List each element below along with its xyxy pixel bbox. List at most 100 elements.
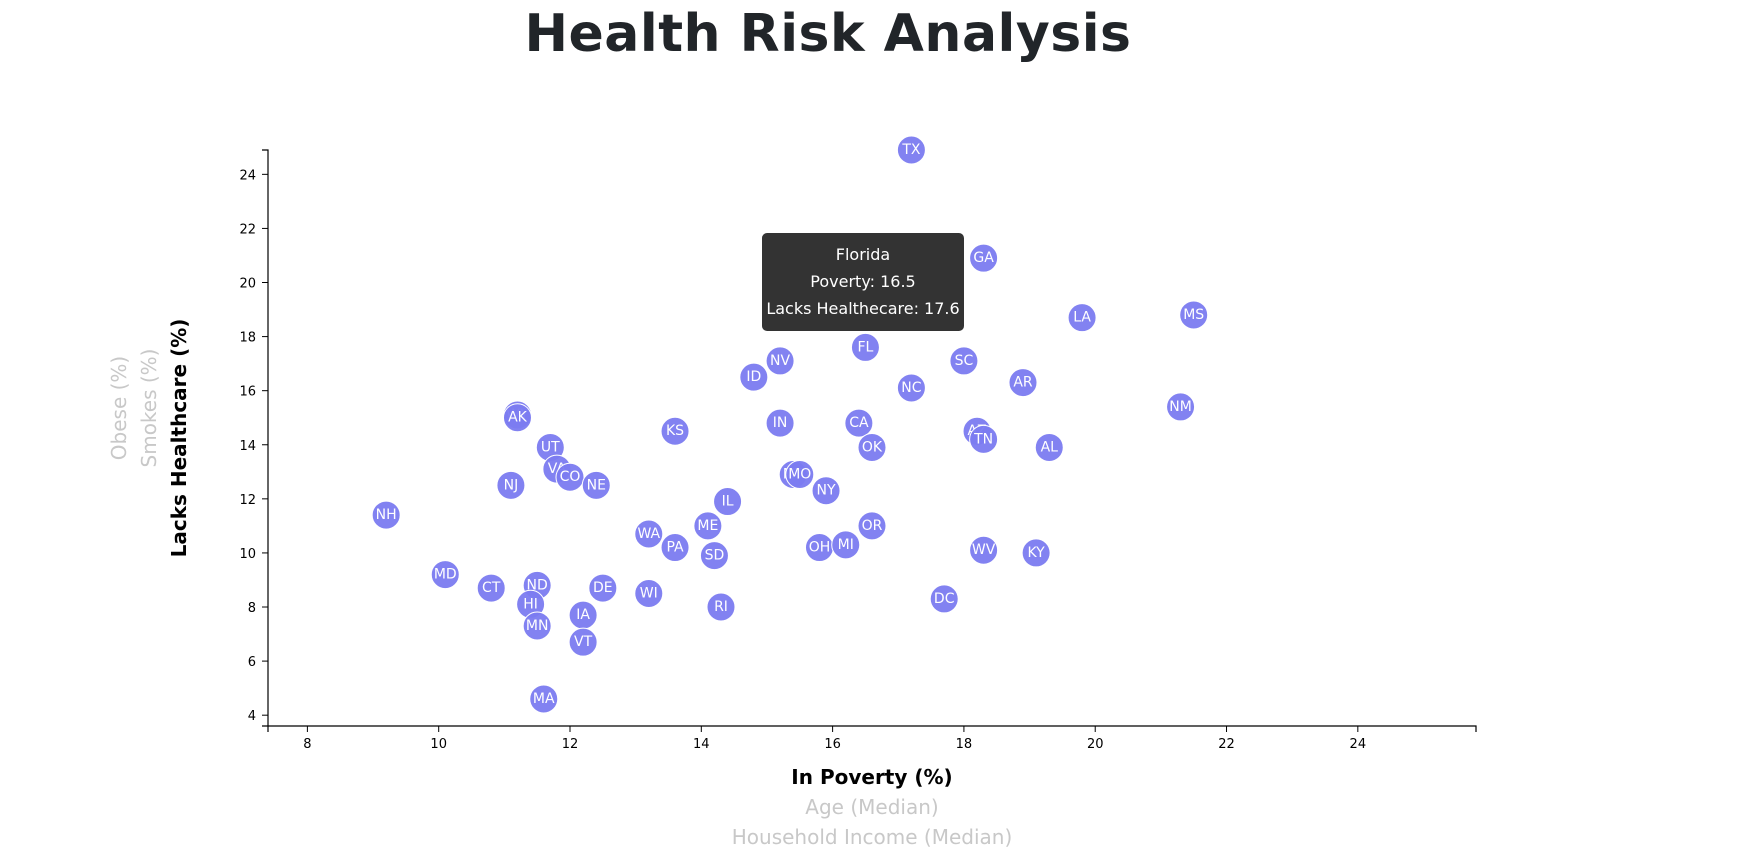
state-point-ne[interactable]: NE <box>581 470 611 500</box>
state-point-nv[interactable]: NV <box>765 346 795 376</box>
state-marker[interactable] <box>529 684 559 714</box>
state-point-ak[interactable]: AK <box>502 403 532 433</box>
state-point-ar[interactable]: AR <box>1008 368 1038 398</box>
state-point-ut[interactable]: UT <box>535 432 565 462</box>
state-marker[interactable] <box>699 541 729 571</box>
state-point-tx[interactable]: TX <box>896 135 926 165</box>
state-point-ct[interactable]: CT <box>476 573 506 603</box>
state-marker[interactable] <box>476 573 506 603</box>
state-point-il[interactable]: IL <box>713 487 743 517</box>
state-point-md[interactable]: MD <box>430 560 460 590</box>
state-marker[interactable] <box>1067 303 1097 333</box>
state-point-mi[interactable]: MI <box>831 530 861 560</box>
state-point-ny[interactable]: NY <box>811 476 841 506</box>
state-marker[interactable] <box>581 470 611 500</box>
y-axis-option-0[interactable]: Smokes (%) <box>137 349 161 468</box>
state-marker[interactable] <box>896 373 926 403</box>
state-point-ia[interactable]: IA <box>568 600 598 630</box>
state-marker[interactable] <box>496 470 526 500</box>
state-point-or[interactable]: OR <box>857 511 887 541</box>
state-marker[interactable] <box>522 611 552 641</box>
state-marker[interactable] <box>660 416 690 446</box>
state-marker[interactable] <box>969 535 999 565</box>
state-point-sc[interactable]: SC <box>949 346 979 376</box>
state-marker[interactable] <box>831 530 861 560</box>
x-axis-option-1[interactable]: Household Income (Median) <box>732 825 1013 849</box>
state-marker[interactable] <box>1166 392 1196 422</box>
state-marker[interactable] <box>896 135 926 165</box>
x-axis-title-poverty[interactable]: In Poverty (%) <box>791 765 952 789</box>
state-abbr-label: MD <box>434 567 457 583</box>
state-marker[interactable] <box>850 332 880 362</box>
state-marker[interactable] <box>857 511 887 541</box>
state-point-nd[interactable]: ND <box>522 570 552 600</box>
state-point-nh[interactable]: NH <box>371 500 401 530</box>
x-axis-option-0[interactable]: Age (Median) <box>805 795 938 819</box>
y-axis-title-healthcare[interactable]: Lacks Healthcare (%) <box>167 319 191 558</box>
state-point-tn[interactable]: TN <box>969 424 999 454</box>
state-marker[interactable] <box>1034 432 1064 462</box>
state-point-nj[interactable]: NJ <box>496 470 526 500</box>
state-marker[interactable] <box>929 584 959 614</box>
state-marker[interactable] <box>1008 368 1038 398</box>
state-marker[interactable] <box>660 533 690 563</box>
state-marker[interactable] <box>765 408 795 438</box>
state-point-pa[interactable]: PA <box>660 533 690 563</box>
state-marker[interactable] <box>706 592 736 622</box>
state-marker[interactable] <box>969 243 999 273</box>
state-marker[interactable] <box>969 424 999 454</box>
state-abbr-label: WA <box>637 526 660 542</box>
state-abbr-label: KS <box>666 423 684 439</box>
state-point-ks[interactable]: KS <box>660 416 690 446</box>
state-abbr-label: SD <box>705 548 725 564</box>
state-marker[interactable] <box>371 500 401 530</box>
state-point-wv[interactable]: WV <box>969 535 999 565</box>
y-axis-option-1[interactable]: Obese (%) <box>107 356 131 460</box>
state-point-mo[interactable]: MO <box>785 460 815 490</box>
state-marker[interactable] <box>844 408 874 438</box>
state-marker[interactable] <box>949 346 979 376</box>
state-point-dc[interactable]: DC <box>929 584 959 614</box>
state-point-al[interactable]: AL <box>1034 432 1064 462</box>
state-marker[interactable] <box>765 346 795 376</box>
state-point-ky[interactable]: KY <box>1021 538 1051 568</box>
state-point-ca[interactable]: CA <box>844 408 874 438</box>
state-point-nc[interactable]: NC <box>896 373 926 403</box>
state-abbr-label: MA <box>533 691 555 707</box>
state-point-sd[interactable]: SD <box>699 541 729 571</box>
state-point-in[interactable]: IN <box>765 408 795 438</box>
state-point-ri[interactable]: RI <box>706 592 736 622</box>
state-marker[interactable] <box>502 403 532 433</box>
state-point-ma[interactable]: MA <box>529 684 559 714</box>
state-point-id[interactable]: ID <box>739 362 769 392</box>
state-marker[interactable] <box>430 560 460 590</box>
state-abbr-label: GA <box>973 250 994 266</box>
state-marker[interactable] <box>739 362 769 392</box>
state-marker[interactable] <box>857 432 887 462</box>
state-point-vt[interactable]: VT <box>568 627 598 657</box>
state-marker[interactable] <box>588 573 618 603</box>
state-point-de[interactable]: DE <box>588 573 618 603</box>
state-marker[interactable] <box>713 487 743 517</box>
state-marker[interactable] <box>785 460 815 490</box>
state-point-nm[interactable]: NM <box>1166 392 1196 422</box>
state-point-ga[interactable]: GA <box>969 243 999 273</box>
state-point-fl[interactable]: FL <box>850 332 880 362</box>
state-marker[interactable] <box>1179 300 1209 330</box>
state-point-wa[interactable]: WA <box>634 519 664 549</box>
state-point-la[interactable]: LA <box>1067 303 1097 333</box>
state-marker[interactable] <box>1021 538 1051 568</box>
state-point-me[interactable]: ME <box>693 511 723 541</box>
state-point-mn[interactable]: MN <box>522 611 552 641</box>
state-point-co[interactable]: CO <box>555 462 585 492</box>
state-marker[interactable] <box>811 476 841 506</box>
state-marker[interactable] <box>568 627 598 657</box>
state-marker[interactable] <box>555 462 585 492</box>
state-point-wi[interactable]: WI <box>634 578 664 608</box>
state-marker[interactable] <box>693 511 723 541</box>
state-point-ok[interactable]: OK <box>857 432 887 462</box>
state-point-ms[interactable]: MS <box>1179 300 1209 330</box>
state-marker[interactable] <box>634 578 664 608</box>
state-point-oh[interactable]: OH <box>804 533 834 563</box>
state-marker[interactable] <box>634 519 664 549</box>
